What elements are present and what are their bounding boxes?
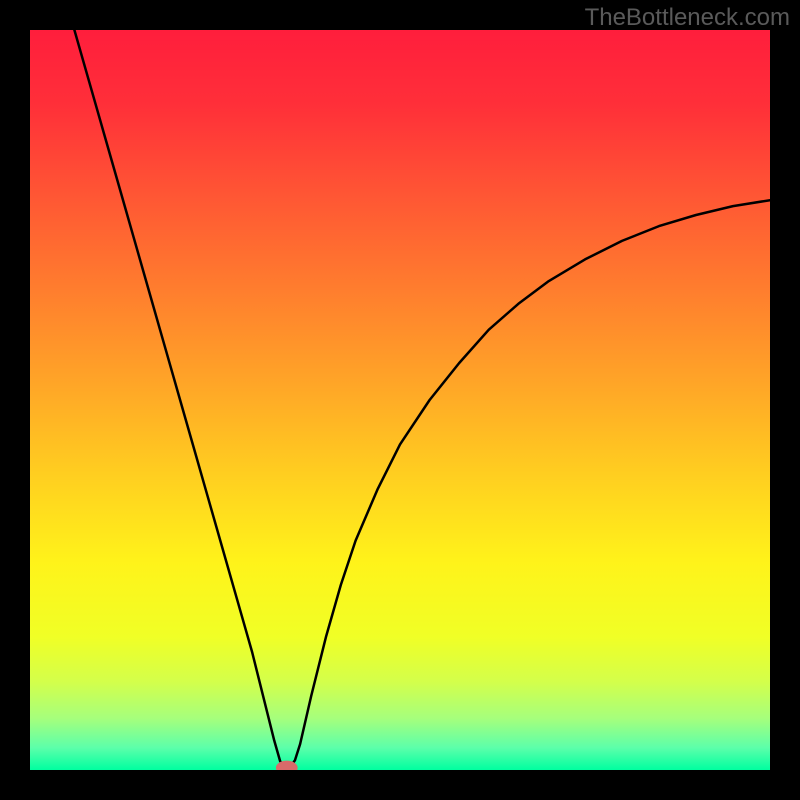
chart-frame: TheBottleneck.com [0, 0, 800, 800]
bottleneck-curve-chart [30, 30, 770, 770]
optimal-point-marker [276, 761, 297, 770]
attribution-text: TheBottleneck.com [585, 4, 790, 32]
plot-area [30, 30, 770, 770]
gradient-background [30, 30, 770, 770]
